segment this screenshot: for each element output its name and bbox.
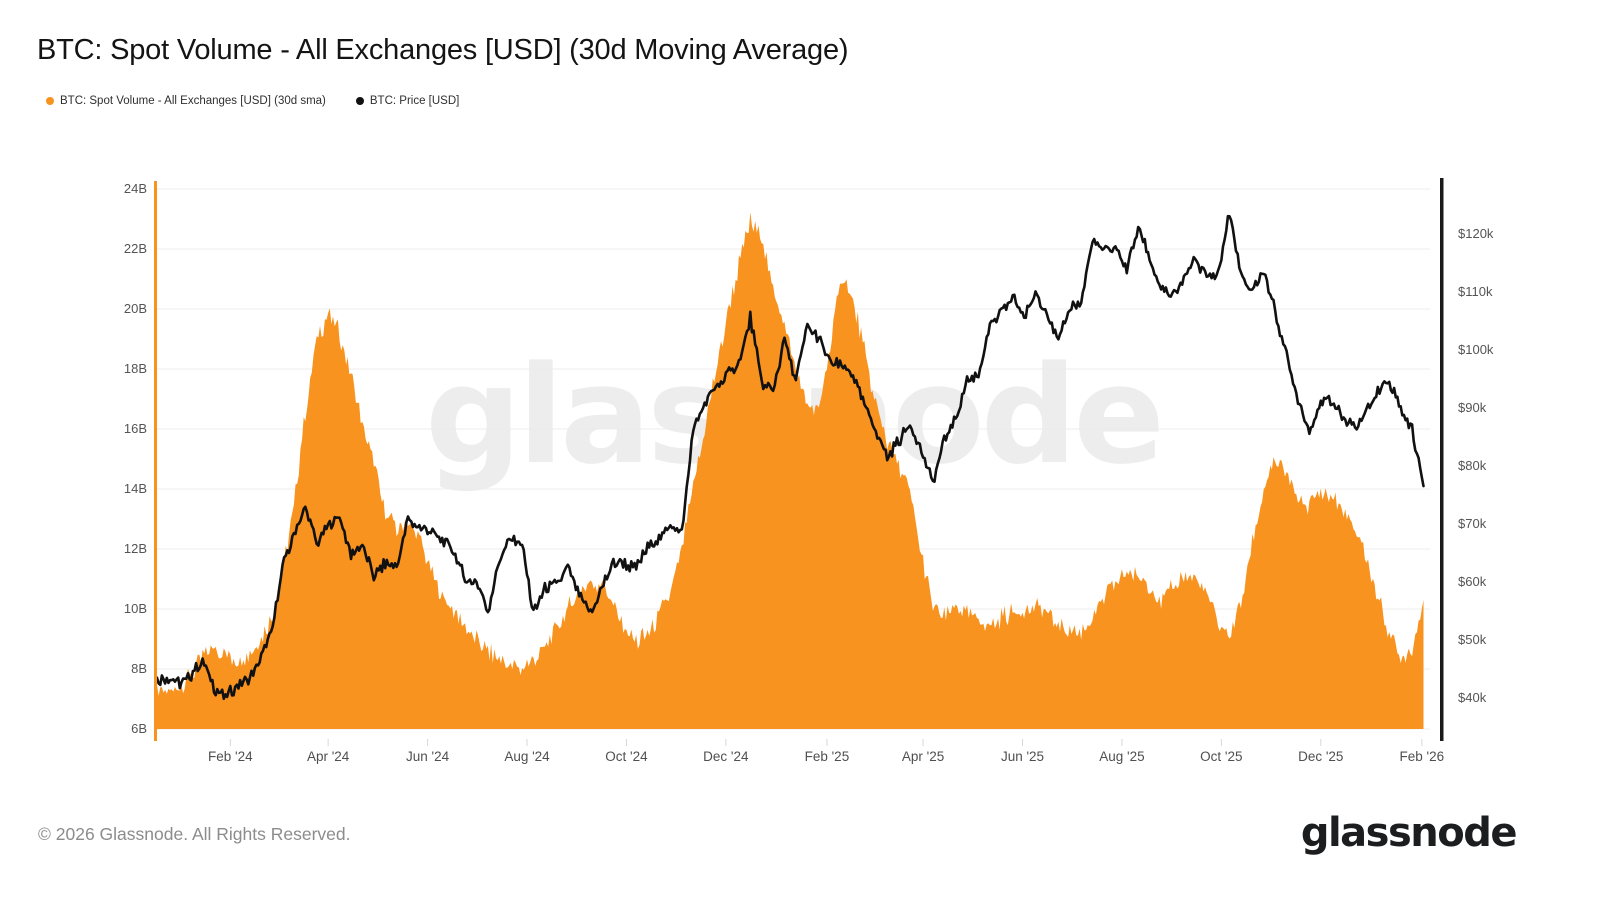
legend-swatch-volume-icon — [46, 97, 54, 105]
x-axis-tick-label: Oct '25 — [1200, 749, 1243, 764]
x-axis-tick-label: Aug '24 — [504, 749, 550, 764]
right-axis-tick-label: $70k — [1458, 515, 1487, 531]
right-axis-tick-label: $120k — [1458, 225, 1494, 241]
x-axis-tick-label: Feb '25 — [804, 749, 850, 764]
legend-label-price: BTC: Price [USD] — [369, 95, 460, 107]
right-axis-tick-label: $100k — [1458, 341, 1494, 357]
x-axis-tick-label: Apr '24 — [306, 749, 350, 764]
right-axis-spine — [1440, 178, 1444, 741]
price-line-series — [157, 214, 1425, 701]
left-axis-spine — [154, 181, 157, 741]
right-axis-tick-label: $80k — [1458, 457, 1487, 473]
volume-area-series — [157, 212, 1424, 729]
glassnode-logo[interactable]: glassnode — [1300, 810, 1518, 856]
legend-label-spot-volume: BTC: Spot Volume - All Exchanges [USD] (… — [60, 95, 326, 107]
x-axis-tick-label: Dec '25 — [1298, 749, 1344, 764]
chart-legend: BTC: Spot Volume - All Exchanges [USD] (… — [46, 95, 459, 107]
left-axis-tick-label: 20B — [123, 301, 147, 316]
x-axis-tick-label: Apr '25 — [901, 749, 945, 764]
copyright-text: © 2026 Glassnode. All Rights Reserved. — [38, 824, 351, 844]
legend-item-spot-volume[interactable]: BTC: Spot Volume - All Exchanges [USD] (… — [46, 95, 326, 107]
x-axis-tick-label: Feb '24 — [208, 749, 253, 764]
x-axis-tick-label: Aug '25 — [1099, 749, 1145, 764]
legend-item-price[interactable]: BTC: Price [USD] — [355, 95, 460, 107]
x-axis-tick-label: Jun '24 — [406, 749, 450, 764]
right-axis-tick-label: $50k — [1458, 632, 1487, 648]
left-axis-tick-label: 16B — [123, 421, 147, 436]
left-axis-tick-label: 6B — [131, 721, 147, 736]
left-axis-tick-label: 18B — [123, 361, 147, 376]
left-axis-tick-label: 10B — [123, 601, 147, 616]
left-axis-tick-label: 8B — [131, 661, 147, 676]
right-axis-tick-label: $40k — [1458, 690, 1487, 706]
page-title: BTC: Spot Volume - All Exchanges [USD] (… — [37, 34, 849, 66]
plot-svg[interactable] — [0, 0, 1600, 790]
right-axis-tick-label: $60k — [1458, 573, 1487, 589]
right-axis-tick-label: $110k — [1458, 283, 1493, 299]
x-axis-tick-label: Feb '26 — [1399, 749, 1445, 764]
left-axis-tick-label: 12B — [123, 541, 147, 556]
x-axis-tick-label: Oct '24 — [605, 749, 648, 764]
left-axis-tick-label: 24B — [123, 181, 147, 196]
right-axis-tick-label: $90k — [1458, 399, 1487, 415]
left-axis-tick-label: 22B — [123, 241, 147, 256]
x-axis-tick-label: Dec '24 — [703, 749, 749, 764]
left-axis-tick-label: 14B — [123, 481, 147, 496]
legend-swatch-price-icon — [355, 97, 364, 105]
x-axis-tick-label: Jun '25 — [1000, 749, 1045, 764]
